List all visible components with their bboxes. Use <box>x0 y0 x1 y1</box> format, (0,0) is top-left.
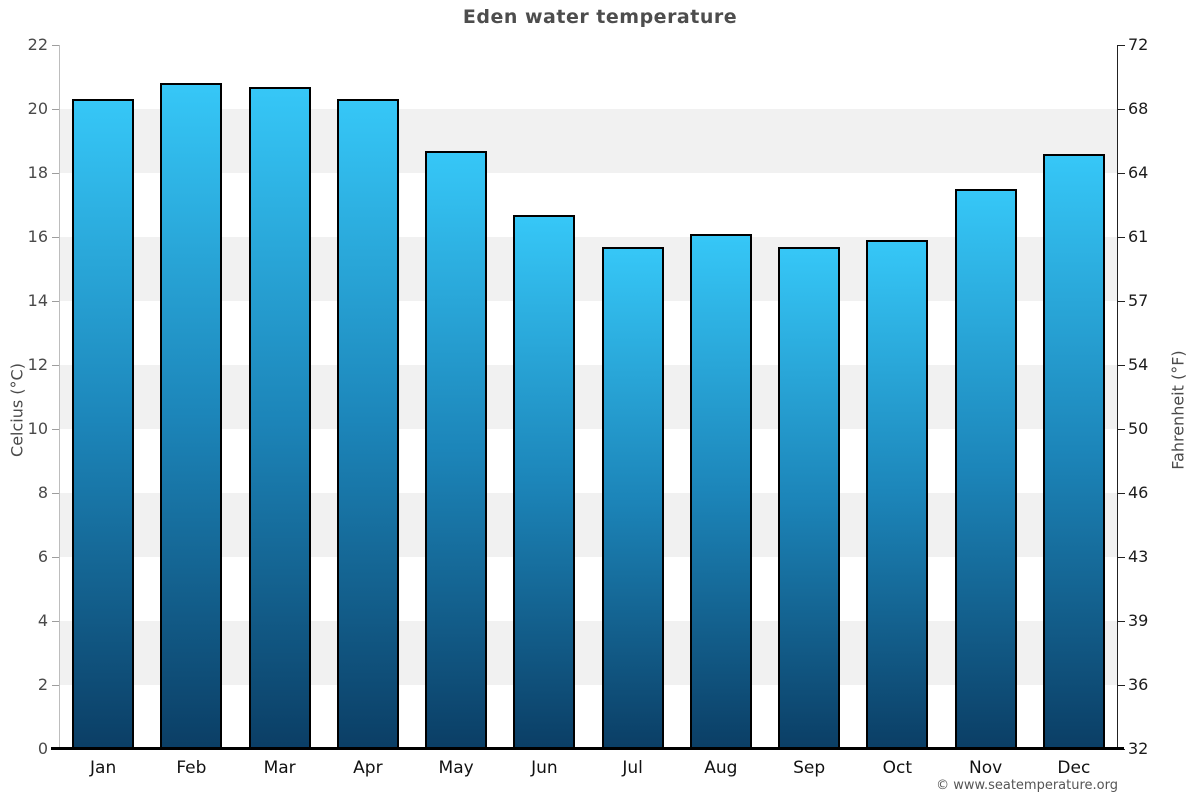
fahrenheit-tick-label: 57 <box>1128 291 1149 310</box>
month-label-sep: Sep <box>793 758 826 778</box>
bar-slot-nov <box>942 45 1030 749</box>
bar-slot-sep <box>765 45 853 749</box>
y-axis-title-celsius: Celcius (°C) <box>7 363 27 457</box>
bar-nov <box>954 189 1017 749</box>
celsius-tick-mark <box>52 173 59 174</box>
celsius-tick-label: 8 <box>37 483 48 502</box>
bar-slot-aug <box>677 45 765 749</box>
fahrenheit-tick-mark <box>1118 45 1125 46</box>
month-label-jun: Jun <box>531 758 558 778</box>
y-axis-line-fahrenheit <box>1117 45 1118 749</box>
fahrenheit-tick-mark <box>1118 237 1125 238</box>
celsius-tick-mark <box>52 493 59 494</box>
chart-title: Eden water temperature <box>462 6 738 28</box>
fahrenheit-tick-mark <box>1118 301 1125 302</box>
fahrenheit-tick-label: 39 <box>1128 611 1149 630</box>
celsius-tick-label: 16 <box>27 227 48 246</box>
celsius-tick-mark <box>52 109 59 110</box>
fahrenheit-tick-mark <box>1118 557 1125 558</box>
copyright-text: © www.seatemperature.org <box>936 778 1118 793</box>
fahrenheit-tick-mark <box>1118 621 1125 622</box>
bars <box>59 45 1118 749</box>
bar-slot-feb <box>147 45 235 749</box>
fahrenheit-tick-label: 54 <box>1128 355 1149 374</box>
y-axis-title-fahrenheit: Fahrenheit (°F) <box>1168 350 1188 470</box>
month-label-apr: Apr <box>353 758 383 778</box>
bar-slot-oct <box>853 45 941 749</box>
month-label-may: May <box>438 758 474 778</box>
fahrenheit-tick-label: 61 <box>1128 227 1149 246</box>
bar-sep <box>778 246 841 749</box>
celsius-tick-mark <box>52 685 59 686</box>
bar-apr <box>336 99 399 749</box>
fahrenheit-tick-label: 68 <box>1128 99 1149 118</box>
celsius-tick-mark <box>52 301 59 302</box>
fahrenheit-tick-mark <box>1118 173 1125 174</box>
fahrenheit-tick-label: 32 <box>1128 739 1149 758</box>
bar-oct <box>866 240 929 749</box>
celsius-tick-label: 12 <box>27 355 48 374</box>
celsius-tick-label: 0 <box>37 739 48 758</box>
fahrenheit-tick-label: 46 <box>1128 483 1149 502</box>
month-label-jul: Jul <box>622 758 643 778</box>
celsius-tick-mark <box>52 365 59 366</box>
bar-mar <box>248 86 311 749</box>
bar-aug <box>689 233 752 749</box>
bar-slot-may <box>412 45 500 749</box>
celsius-tick-label: 20 <box>27 99 48 118</box>
month-label-mar: Mar <box>263 758 296 778</box>
month-label-dec: Dec <box>1057 758 1091 778</box>
plot-area <box>59 45 1118 749</box>
bar-slot-jan <box>59 45 147 749</box>
month-label-feb: Feb <box>176 758 207 778</box>
celsius-tick-label: 10 <box>27 419 48 438</box>
bar-jan <box>72 99 135 749</box>
celsius-tick-mark <box>52 557 59 558</box>
bar-slot-jul <box>589 45 677 749</box>
celsius-tick-label: 6 <box>37 547 48 566</box>
fahrenheit-tick-mark <box>1118 109 1125 110</box>
fahrenheit-tick-mark <box>1118 685 1125 686</box>
bar-slot-jun <box>500 45 588 749</box>
bar-slot-apr <box>324 45 412 749</box>
month-label-jan: Jan <box>90 758 117 778</box>
month-label-oct: Oct <box>882 758 913 778</box>
fahrenheit-tick-label: 50 <box>1128 419 1149 438</box>
celsius-tick-label: 2 <box>37 675 48 694</box>
celsius-tick-label: 22 <box>27 35 48 54</box>
x-axis-baseline <box>51 747 1124 750</box>
bar-jun <box>513 214 576 749</box>
fahrenheit-tick-mark <box>1118 365 1125 366</box>
fahrenheit-tick-label: 43 <box>1128 547 1149 566</box>
bar-jul <box>601 246 664 749</box>
celsius-tick-label: 18 <box>27 163 48 182</box>
celsius-tick-mark <box>52 621 59 622</box>
bar-feb <box>160 83 223 749</box>
y-axis-line-celsius <box>59 45 60 749</box>
celsius-tick-mark <box>52 429 59 430</box>
celsius-tick-mark <box>52 45 59 46</box>
fahrenheit-tick-label: 64 <box>1128 163 1149 182</box>
bar-dec <box>1042 153 1105 749</box>
celsius-tick-label: 4 <box>37 611 48 630</box>
bar-slot-dec <box>1030 45 1118 749</box>
fahrenheit-tick-mark <box>1118 429 1125 430</box>
celsius-tick-mark <box>52 237 59 238</box>
fahrenheit-tick-mark <box>1118 493 1125 494</box>
bar-slot-mar <box>236 45 324 749</box>
month-label-nov: Nov <box>969 758 1003 778</box>
fahrenheit-tick-label: 72 <box>1128 35 1149 54</box>
celsius-tick-label: 14 <box>27 291 48 310</box>
bar-may <box>425 150 488 749</box>
month-label-aug: Aug <box>704 758 738 778</box>
fahrenheit-tick-label: 36 <box>1128 675 1149 694</box>
